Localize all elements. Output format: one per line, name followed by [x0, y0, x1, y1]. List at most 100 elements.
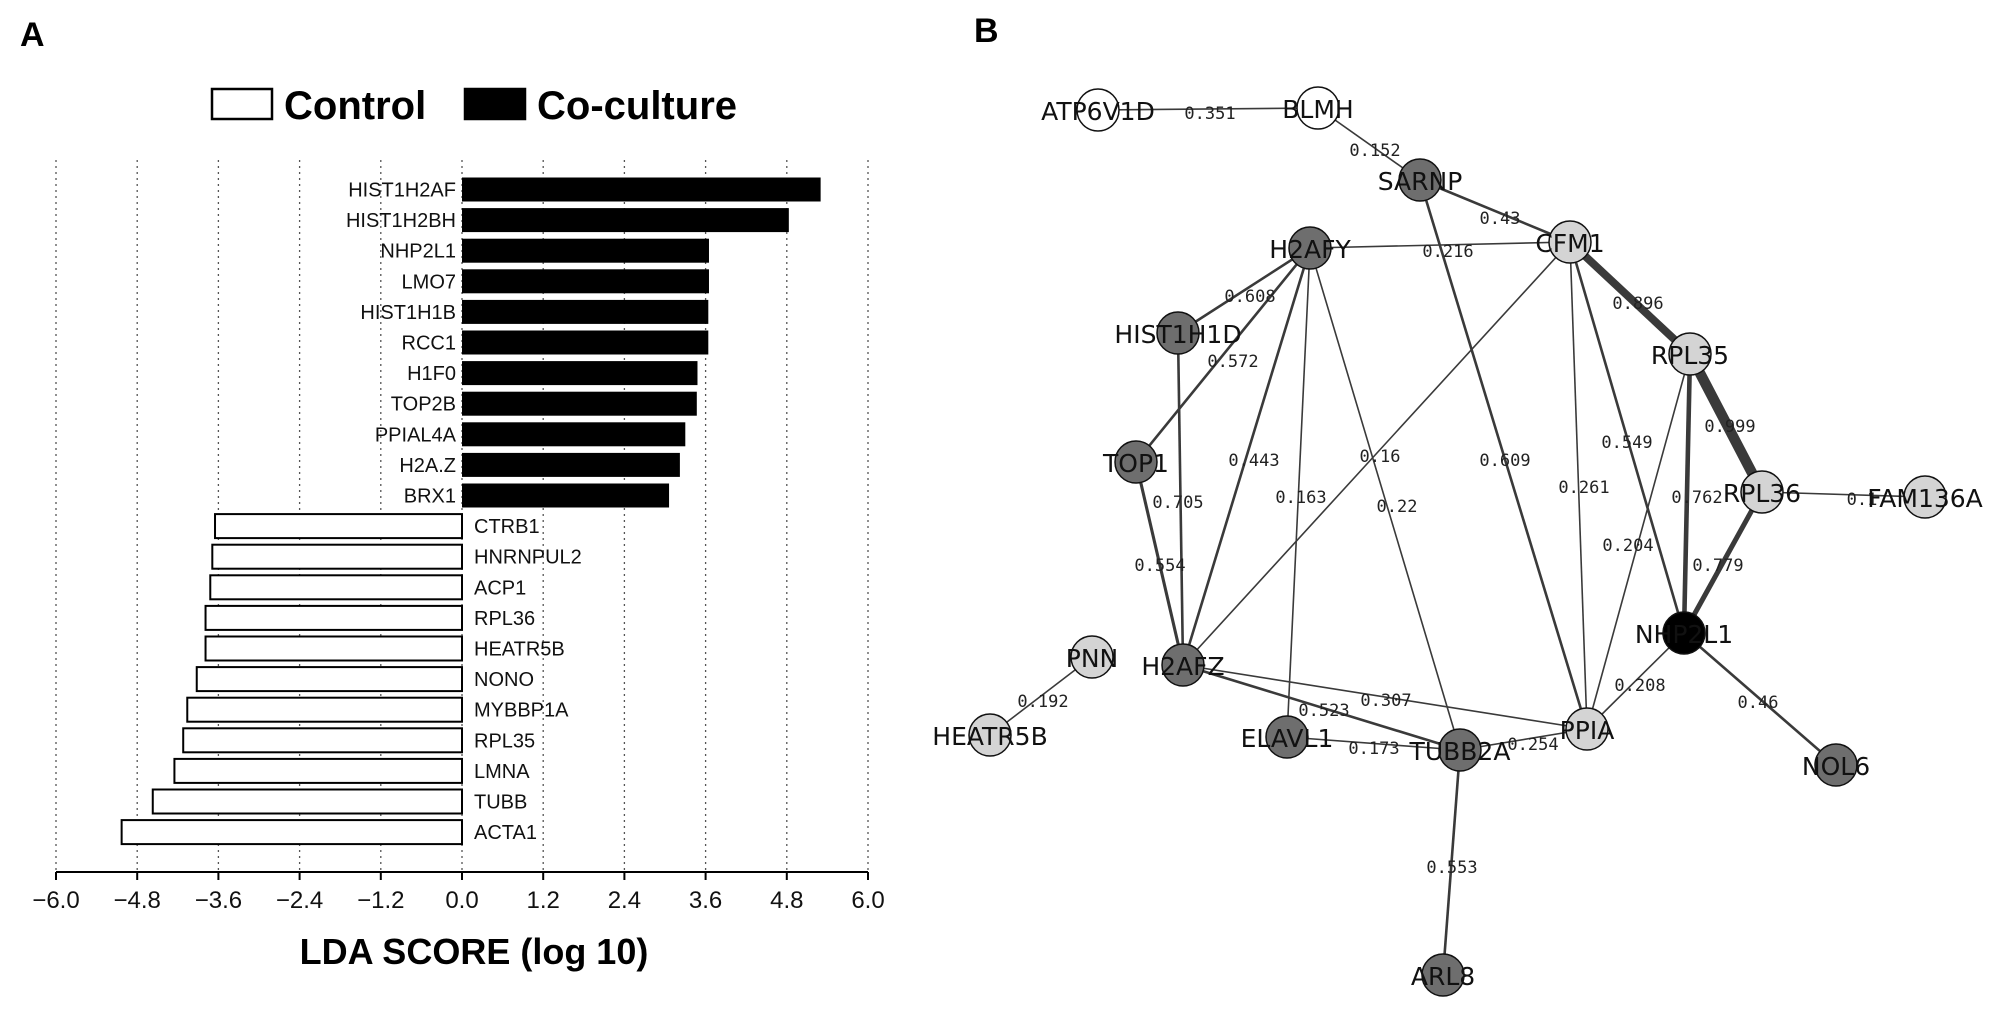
bar-label-ppial4a: PPIAL4A: [375, 424, 457, 446]
edge-label-h2afz-tubb2a: 0.523: [1298, 701, 1349, 721]
bar-label-acta1: ACTA1: [474, 822, 537, 844]
bar-rpl36: [204, 604, 463, 631]
edge-h2afy-hist1h1d: [1177, 246, 1311, 335]
node-label-blmh: BLMH: [1282, 95, 1353, 124]
edge-rpl35-nhp2l1: [1681, 353, 1693, 634]
node-label-pnn: PNN: [1066, 644, 1118, 673]
x-axis: −6.0 −4.8 −3.6 −2.4 −1.2 0.0 1.2 2.4 3.6 4.8 6.0: [32, 871, 885, 914]
node-h2afy: [1288, 226, 1332, 270]
edge-label-h2afy-h2afz: 0.443: [1228, 451, 1279, 471]
bar-mybbp1a: [186, 696, 463, 723]
node-rpl35: [1668, 332, 1712, 376]
network-node-labels: ATP6V1D BLMH SARNP CFM1 H2AFY HIST1H1D RPL35 TO…: [932, 95, 1983, 991]
node-label-ppia: PPIA: [1560, 716, 1615, 745]
x-tick-label-2-4: 2.4: [608, 887, 641, 914]
node-cfm1: [1548, 220, 1592, 264]
x-tick-label-2-4: −2.4: [276, 887, 323, 914]
bar-label-nono: NONO: [474, 669, 534, 691]
bar-ppial4a: [462, 422, 686, 447]
node-heatr5b: [968, 713, 1012, 757]
edge-label-h2afy-cfm1: 0.216: [1422, 242, 1473, 262]
node-sarnp: [1398, 158, 1442, 202]
edge-label-hist1h1d-h2afz: 0.554: [1134, 556, 1185, 576]
edge-label-atp6v1d-blmh: 0.351: [1184, 104, 1235, 124]
bar-h2a-z: [462, 452, 680, 477]
node-label-h2afy: H2AFY: [1269, 235, 1351, 264]
bar-label-hnrnpul2: HNRNPUL2: [474, 547, 582, 569]
node-elavl1: [1265, 715, 1309, 759]
edge-label-cfm1-rpl35: 0.896: [1612, 294, 1663, 314]
node-tubb2a: [1438, 728, 1482, 772]
x-tick-label-4-8: −4.8: [114, 887, 161, 914]
edge-label-cfm1-ppia: 0.261: [1558, 478, 1609, 498]
chart-legend: Control Co-culture: [210, 84, 737, 128]
bar-nhp2l1: [462, 238, 709, 263]
edge-nhp2l1-nol6: [1683, 632, 1837, 766]
node-label-tubb2a: TUBB2A: [1409, 737, 1511, 766]
edge-label-rpl36-nhp2l1: 0.779: [1692, 556, 1743, 576]
bar-rcc1: [462, 330, 709, 355]
lda-bar-chart: Control Co-culture HIST1H2AF HIST1H2BH NHP2…: [32, 84, 884, 972]
bar-brx1: [462, 483, 670, 508]
bar-acta1: [120, 819, 464, 846]
bar-nono: [195, 666, 463, 693]
bar-hist1h2bh: [462, 208, 789, 233]
bar-hnrnpul2: [211, 543, 463, 570]
bar-label-hist1h2af: HIST1H2AF: [348, 180, 456, 202]
edge-top1-h2afz: [1134, 461, 1185, 666]
bar-heatr5b: [204, 635, 463, 662]
edge-label-cfm1-h2afz: 0.16: [1360, 447, 1401, 467]
bar-label-hist1h1b: HIST1H1B: [360, 302, 456, 324]
edge-h2afz-ppia: [1182, 664, 1588, 730]
bar-label-rpl36: RPL36: [474, 608, 535, 630]
legend-label-control: Control: [284, 84, 426, 128]
edge-hist1h1d-h2afz: [1176, 332, 1185, 666]
bar-label-top2b: TOP2B: [391, 394, 456, 416]
bar-label-lmna: LMNA: [474, 761, 530, 783]
edge-label-tubb2a-ppia: 0.254: [1507, 735, 1558, 755]
edge-cfm1-h2afz: [1182, 241, 1571, 666]
bars: [120, 177, 821, 846]
node-label-heatr5b: HEATR5B: [932, 722, 1047, 751]
node-label-hist1h1d: HIST1H1D: [1114, 320, 1241, 349]
node-label-elavl1: ELAVL1: [1241, 724, 1334, 753]
edge-label-elavl1-tubb2a: 0.173: [1348, 739, 1399, 759]
edge-rpl35-ppia: [1586, 353, 1691, 730]
x-tick-label-0: 0.0: [445, 887, 478, 914]
edge-label-rpl36-fam136a: 0.1: [1847, 490, 1878, 510]
node-pnn: [1070, 635, 1114, 679]
edge-label-tubb2a-arl8: 0.553: [1426, 858, 1477, 878]
legend-swatch-co-culture: [463, 87, 527, 121]
node-blmh: [1296, 86, 1340, 130]
x-tick-label-1-2: −1.2: [357, 887, 404, 914]
bar-top2b: [462, 391, 697, 416]
bar-tubb: [151, 788, 463, 815]
edge-h2afy-elavl1: [1286, 247, 1311, 738]
edge-label-nhp2l1-nol6: 0.46: [1738, 693, 1779, 713]
edge-label-rpl35-ppia: 0.204: [1602, 536, 1653, 556]
node-atp6v1d: [1076, 88, 1120, 132]
bar-lmna: [173, 757, 464, 784]
bar-label-brx1: BRX1: [404, 486, 456, 508]
node-h2afz: [1161, 643, 1205, 687]
node-label-atp6v1d: ATP6V1D: [1041, 97, 1155, 126]
edge-cfm1-ppia: [1569, 241, 1588, 730]
x-tick-label-1-2: 1.2: [527, 887, 560, 914]
bar-hist1h2af: [462, 177, 821, 202]
bar-label-h2a-z: H2A.Z: [399, 455, 456, 477]
edge-rpl36-fam136a: [1761, 491, 1926, 498]
network-edges: [989, 107, 1926, 976]
edge-cfm1-nhp2l1: [1568, 241, 1686, 634]
x-axis-title: LDA SCORE (log 10): [300, 931, 649, 972]
panel-letter-b: B: [974, 12, 999, 50]
node-label-cfm1: CFM1: [1535, 229, 1604, 258]
edge-label-cfm1-nhp2l1: 0.549: [1601, 433, 1652, 453]
bar-label-acp1: ACP1: [474, 577, 526, 599]
edge-rpl36-nhp2l1: [1681, 490, 1765, 635]
edge-label-h2afz-ppia: 0.307: [1360, 691, 1411, 711]
edge-sarnp-ppia: [1418, 179, 1589, 730]
node-top1: [1114, 440, 1158, 484]
panel-letter-a: A: [20, 16, 45, 54]
bar-acp1: [209, 574, 463, 601]
